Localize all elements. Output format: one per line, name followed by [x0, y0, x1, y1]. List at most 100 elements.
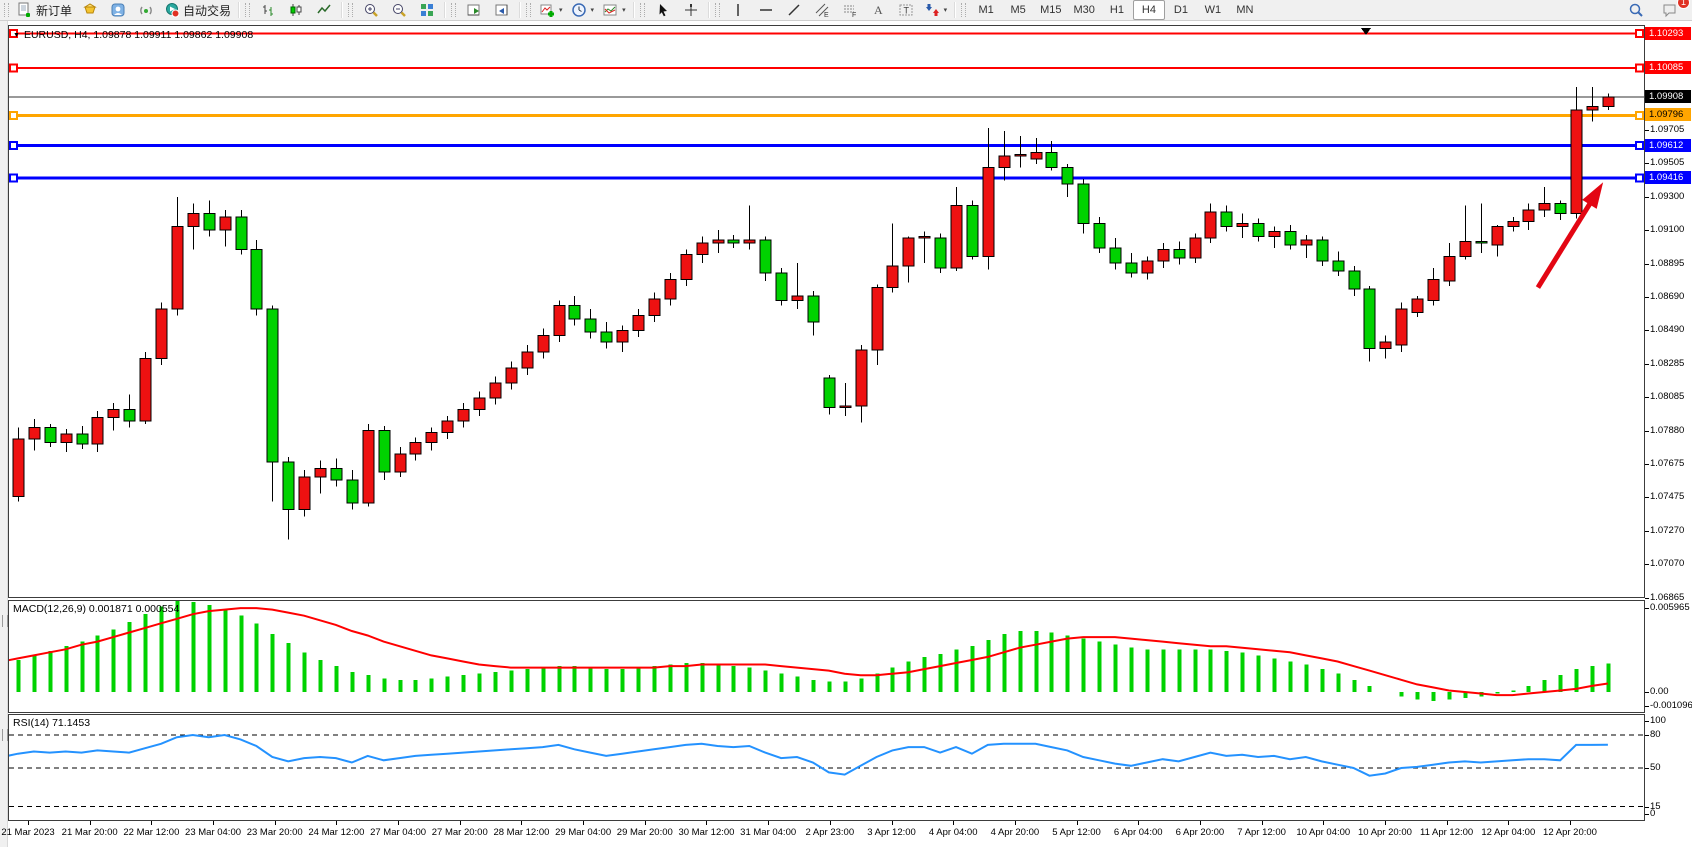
time-tick — [891, 821, 893, 825]
timeframe-mn-button[interactable]: MN — [1236, 4, 1254, 16]
zoom-out-button[interactable] — [385, 0, 413, 20]
macd-indicator-panel[interactable]: MACD(12,26,9) 0.001871 0.000554 — [8, 600, 1645, 713]
timeframe-m15-button[interactable]: M15 — [1040, 4, 1062, 16]
price-tick-label: 1.08285 — [1650, 358, 1685, 370]
horizontal-line-button[interactable] — [752, 0, 780, 20]
timeframe-w1-button[interactable]: W1 — [1204, 4, 1222, 16]
price-axis[interactable]: 1.09705 1.09505 1.09300 1.09100 1.08895 1.086… — [1645, 25, 1692, 821]
vertical-line-icon — [730, 2, 746, 18]
chart-shift-marker-icon[interactable] — [1361, 28, 1371, 35]
hline-handle[interactable] — [1635, 29, 1644, 39]
bar-chart-button[interactable] — [254, 0, 282, 20]
notification-badge: 1 — [1677, 0, 1690, 9]
zoom-in-button[interactable] — [357, 0, 385, 20]
signals-button[interactable] — [132, 0, 160, 20]
new-order-icon — [17, 2, 33, 18]
price-tick-label: 1.08085 — [1650, 391, 1685, 402]
rsi-indicator-panel[interactable]: RSI(14) 71.1453 — [8, 714, 1645, 821]
timeframe-d1-button[interactable]: D1 — [1173, 4, 1188, 16]
periods-button[interactable]: ▾ — [567, 0, 599, 20]
indicators-button[interactable]: ▾ — [535, 0, 567, 20]
time-tick — [644, 821, 646, 825]
symbol-dropdown-icon[interactable]: ▼ — [13, 32, 20, 39]
trendline-button[interactable] — [780, 0, 808, 20]
price-tick — [1645, 397, 1649, 398]
hline-handle[interactable] — [9, 110, 18, 120]
time-tick-label: 12 Apr 20:00 — [1543, 827, 1597, 838]
toolbar-drag-handle[interactable] — [451, 3, 457, 17]
text-label-button[interactable]: T — [892, 0, 920, 20]
chart-shift-button[interactable] — [488, 0, 516, 20]
timeframe-h4-button[interactable]: H4 — [1132, 0, 1165, 20]
timeframe-m5-button[interactable]: M5 — [1010, 4, 1026, 16]
price-tick-label: -0.001096 — [1650, 700, 1692, 711]
cursor-button[interactable] — [649, 0, 677, 20]
timeframe-m30-button[interactable]: M30 — [1073, 4, 1095, 16]
time-tick — [151, 821, 153, 825]
chevron-down-icon[interactable]: ▾ — [590, 7, 595, 14]
trend-arrow-annotation[interactable] — [1535, 197, 1595, 289]
hline-handle[interactable] — [1635, 173, 1644, 183]
toolbar-drag-handle[interactable] — [639, 3, 645, 17]
toolbar-separator — [519, 2, 522, 18]
timeframe-toolbar: M1 M5 M15 M30 H1 H4 D1 W1 MN — [959, 0, 1261, 20]
metaeditor-button[interactable] — [76, 0, 104, 20]
time-tick — [459, 821, 461, 825]
time-tick-label: 11 Apr 12:00 — [1420, 827, 1474, 838]
hline-handle[interactable] — [9, 173, 18, 183]
macd-chart[interactable] — [9, 601, 1644, 712]
hline-handle[interactable] — [1635, 110, 1644, 120]
toolbar-drag-handle[interactable] — [714, 3, 720, 17]
search-button[interactable] — [1622, 0, 1650, 20]
toolbar-drag-handle[interactable] — [245, 3, 251, 17]
toolbar-drag-handle[interactable] — [526, 3, 532, 17]
toolbar-drag-handle[interactable] — [4, 3, 9, 17]
time-tick-label: 24 Mar 12:00 — [308, 827, 365, 838]
chevron-down-icon[interactable]: ▾ — [559, 7, 563, 14]
new-order-button[interactable]: 新订单 — [13, 0, 76, 20]
price-tick — [1645, 497, 1649, 499]
chevron-down-icon[interactable]: ▾ — [622, 7, 626, 14]
svg-text:T: T — [903, 6, 909, 16]
timeframe-m1-button[interactable]: M1 — [978, 4, 994, 16]
tile-windows-button[interactable] — [413, 0, 441, 20]
time-tick-label: 7 Apr 12:00 — [1237, 827, 1286, 838]
fibonacci-button[interactable]: F — [836, 0, 864, 20]
hline-handle[interactable] — [1635, 141, 1644, 151]
crosshair-button[interactable] — [677, 0, 705, 20]
candlestick-chart[interactable] — [9, 26, 1644, 597]
time-axis[interactable]: 21 Mar 2023 21 Mar 20:00 22 Mar 12:00 23 Ma… — [1, 821, 1645, 847]
vertical-line-button[interactable] — [724, 0, 752, 20]
timeframe-h1-button[interactable]: H1 — [1109, 4, 1124, 16]
price-chart-panel[interactable]: ▼ EURUSD, H4, 1.09878 1.09911 1.09862 1.0… — [8, 25, 1645, 598]
toolbar-drag-handle[interactable] — [348, 3, 354, 17]
hline-handle[interactable] — [1635, 63, 1644, 73]
templates-button[interactable]: ▾ — [598, 0, 630, 20]
hline-handle[interactable] — [9, 63, 18, 73]
channel-button[interactable]: E — [808, 0, 836, 20]
hline-handle[interactable] — [9, 29, 18, 39]
arrows-button[interactable]: ▾ — [920, 0, 952, 20]
trend-arrow-head[interactable] — [1582, 182, 1604, 209]
toolbar-drag-handle[interactable] — [961, 3, 967, 17]
candlestick-chart-button[interactable] — [282, 0, 310, 20]
toolbar-separator — [954, 2, 957, 18]
chat-button[interactable]: 1 — [1656, 0, 1690, 20]
rsi-chart[interactable] — [9, 715, 1644, 820]
macd-panel-resize-gripper[interactable] — [2, 615, 8, 627]
text-button[interactable]: A — [864, 0, 892, 20]
time-tick — [1014, 821, 1016, 825]
hline-handle[interactable] — [9, 141, 18, 151]
chevron-down-icon[interactable]: ▾ — [943, 7, 948, 14]
price-tick-label: 1.07070 — [1650, 558, 1685, 570]
line-chart-button[interactable] — [310, 0, 338, 20]
auto-scroll-button[interactable] — [460, 0, 488, 20]
autotrade-button[interactable]: 自动交易 — [160, 0, 235, 20]
price-tick — [1645, 608, 1649, 609]
horizontal-line-icon — [758, 2, 774, 18]
rsi-panel-resize-gripper[interactable] — [2, 729, 8, 741]
time-tick-label: 4 Apr 04:00 — [928, 827, 978, 838]
community-button[interactable] — [104, 0, 132, 20]
hline-price-label: 1.09612 — [1645, 138, 1691, 152]
